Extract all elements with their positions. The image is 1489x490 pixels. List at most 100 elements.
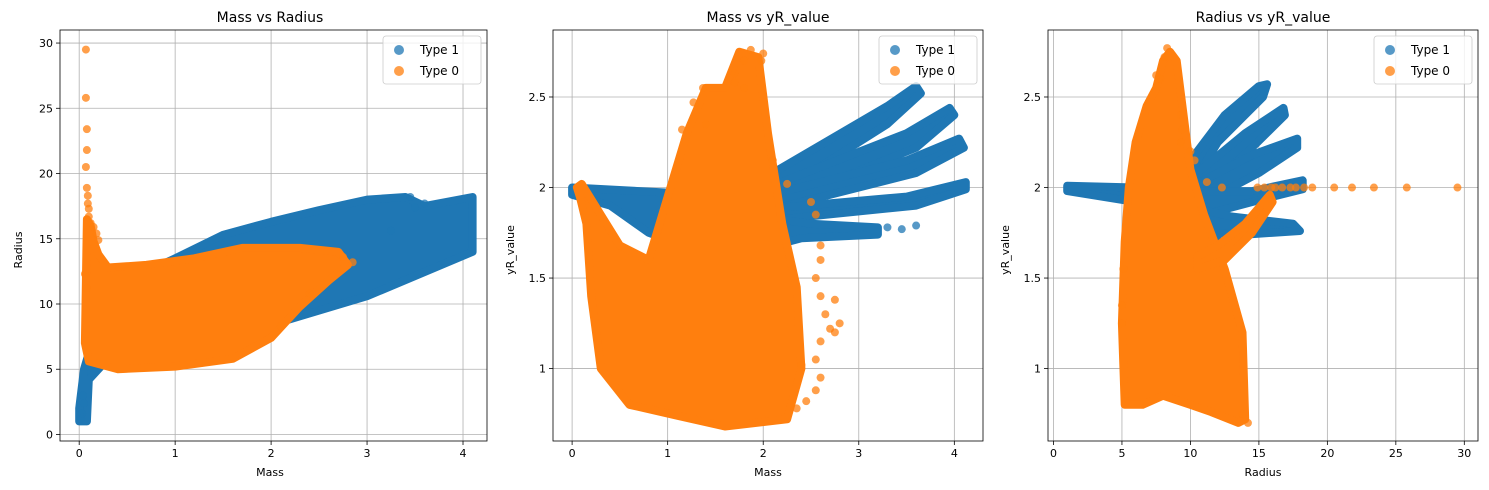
scatter-point — [830, 295, 839, 304]
x-tick-label: 15 — [1252, 447, 1266, 460]
chart-title: Mass vs yR_value — [707, 10, 830, 26]
scatter-point — [811, 386, 820, 395]
legend-label: Type 1 — [419, 43, 459, 57]
legend-box — [1373, 35, 1473, 85]
axes-frame — [552, 29, 984, 442]
x-tick-label: 3 — [855, 447, 862, 460]
scatter-point — [1260, 183, 1269, 192]
x-axis-label: Mass — [256, 466, 284, 479]
scatter-point — [730, 69, 739, 78]
series-type-0 — [1117, 44, 1462, 427]
legend: Type 1 Type 0 — [878, 35, 978, 85]
y-tick-label: 1 — [539, 363, 546, 376]
scatter-point-cloud — [1117, 47, 1250, 427]
x-tick-label: 25 — [1389, 447, 1403, 460]
scatter-point — [1243, 418, 1252, 427]
scatter-point — [689, 98, 698, 107]
scatter-point — [678, 125, 686, 134]
scatter-point — [740, 83, 749, 92]
scatter-point — [81, 93, 90, 102]
series-type-0 — [572, 45, 844, 431]
scatter-point — [811, 210, 820, 219]
data-layer — [75, 45, 477, 426]
x-tick-label: 5 — [1118, 447, 1125, 460]
y-tick-label: 1.5 — [529, 272, 547, 285]
scatter-point — [1238, 409, 1247, 418]
scatter-point — [1117, 301, 1126, 310]
scatter-point — [80, 269, 89, 278]
scatter-point — [1176, 111, 1185, 120]
scatter-point — [830, 328, 839, 337]
chart-title: Radius vs yR_value — [1196, 10, 1331, 26]
plot-area-mass-vs-radius: 0 1 2 3 4 0 5 10 15 20 25 30 Type 1 Type 0 — [39, 29, 488, 460]
scatter-point — [339, 253, 348, 262]
scatter-point — [420, 199, 429, 208]
x-tick-label: 30 — [1457, 447, 1471, 460]
y-tick-label: 1.5 — [1024, 272, 1042, 285]
scatter-point — [1152, 71, 1161, 80]
scatter-point — [92, 229, 101, 238]
scatter-point — [84, 204, 93, 213]
y-tick-label: 30 — [39, 37, 53, 50]
scatter-point — [912, 221, 921, 230]
scatter-point — [1117, 319, 1126, 328]
scatter-point — [1160, 53, 1169, 62]
x-tick-label: 0 — [569, 447, 576, 460]
chart-title: Mass vs Radius — [217, 10, 324, 26]
scatter-point — [1330, 183, 1339, 192]
scatter-point — [1453, 183, 1462, 192]
scatter-point — [79, 399, 88, 408]
x-tick-label: 0 — [1050, 447, 1057, 460]
x-tick-label: 20 — [1320, 447, 1334, 460]
x-tick-label: 4 — [951, 447, 958, 460]
scatter-point — [1369, 183, 1378, 192]
y-tick-label: 2 — [1034, 182, 1041, 195]
legend-box — [382, 35, 482, 85]
legend-label: Type 0 — [1410, 64, 1450, 78]
scatter-point — [84, 212, 93, 221]
y-axis-label: Radius — [12, 231, 25, 268]
legend-label: Type 0 — [915, 64, 955, 78]
data-layer — [568, 45, 970, 431]
legend-marker — [394, 45, 404, 55]
x-tick-label: 2 — [268, 447, 275, 460]
scatter-point — [802, 397, 811, 406]
y-tick-label: 2.5 — [529, 91, 547, 104]
scatter-point — [94, 236, 103, 245]
y-tick-label: 20 — [39, 168, 53, 181]
x-tick-label: 1 — [664, 447, 671, 460]
scatter-point — [821, 310, 830, 319]
x-tick-label: 2 — [760, 447, 767, 460]
chart-mass-vs-yr: Mass vs yR_value 0 1 2 3 4 1 1.5 2 2.5 Type 1Type… — [504, 10, 984, 479]
legend-box — [878, 35, 978, 85]
scatter-point — [81, 45, 90, 54]
scatter-point — [792, 404, 801, 413]
scatter-point — [82, 183, 91, 192]
scatter-point — [387, 226, 396, 235]
scatter-point — [740, 56, 749, 65]
y-tick-label: 1 — [1034, 363, 1041, 376]
scatter-point — [406, 193, 415, 202]
series-type-0 — [80, 45, 357, 374]
axes-frame — [59, 29, 488, 442]
scatter-point — [811, 355, 820, 364]
scatter-point — [897, 225, 906, 234]
x-axis-label: Radius — [1245, 466, 1282, 479]
data-layer — [1063, 44, 1462, 427]
scatter-point — [79, 391, 88, 400]
legend-marker — [890, 45, 900, 55]
scatter-point — [89, 223, 98, 232]
scatter-point — [305, 289, 314, 298]
scatter-point — [1291, 183, 1300, 192]
scatter-point — [883, 223, 892, 232]
scatter-point — [816, 292, 825, 301]
scatter-point — [82, 284, 91, 293]
x-tick-label: 1 — [172, 447, 179, 460]
scatter-point — [78, 409, 87, 418]
y-tick-label: 2 — [539, 182, 546, 195]
x-tick-label: 10 — [1183, 447, 1197, 460]
scatter-point — [411, 203, 420, 212]
scatter-point — [1286, 183, 1295, 192]
scatter-point — [1267, 183, 1276, 192]
